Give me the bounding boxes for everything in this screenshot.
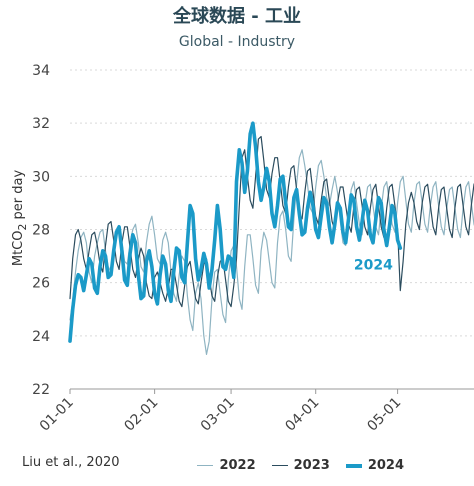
legend-swatch-2023: [271, 465, 288, 466]
x-tick-03-01: 03-01: [198, 395, 238, 435]
x-tick-05-01: 05-01: [364, 395, 404, 435]
y-tick-34: 34: [32, 63, 50, 79]
series-lines: [68, 121, 474, 355]
grid-lines: [69, 69, 474, 394]
x-tick-labels: 01-01 02-01 03-01 04-01 05-01: [37, 395, 405, 435]
x-tick-01-01: 01-01: [37, 395, 77, 435]
y-tick-22: 22: [32, 382, 50, 398]
series-line-2022: [69, 149, 474, 355]
legend-item-2023[interactable]: 2023: [271, 458, 330, 473]
series-line-2024: [68, 121, 403, 343]
y-tick-28: 28: [32, 223, 50, 239]
y-tick-32: 32: [32, 116, 50, 132]
annotations: 20242022: [354, 257, 393, 273]
y-tick-30: 30: [32, 169, 50, 185]
legend-swatch-2024: [345, 463, 362, 468]
chart-subtitle: Global - Industry: [178, 34, 296, 50]
legend-label-2023: 2023: [293, 458, 330, 473]
legend: 2022 2023 2024: [197, 458, 404, 473]
legend-label-2022: 2022: [219, 458, 256, 473]
annotation-2024: 2024: [354, 257, 393, 273]
x-tick-04-01: 04-01: [282, 395, 322, 435]
legend-label-2024: 2024: [367, 458, 404, 473]
legend-swatch-2022: [197, 465, 214, 466]
y-tick-labels: 22 24 26 28 30 32 34: [32, 63, 50, 398]
series-line-2023: [69, 135, 474, 308]
legend-item-2022[interactable]: 2022: [197, 458, 256, 473]
chart-title: 全球数据 - 工业: [172, 6, 301, 27]
x-tick-02-01: 02-01: [121, 395, 161, 435]
y-tick-24: 24: [32, 329, 50, 345]
source-note: Liu et al., 2020: [22, 455, 120, 470]
legend-item-2024[interactable]: 2024: [345, 458, 404, 473]
y-tick-26: 26: [32, 276, 50, 292]
